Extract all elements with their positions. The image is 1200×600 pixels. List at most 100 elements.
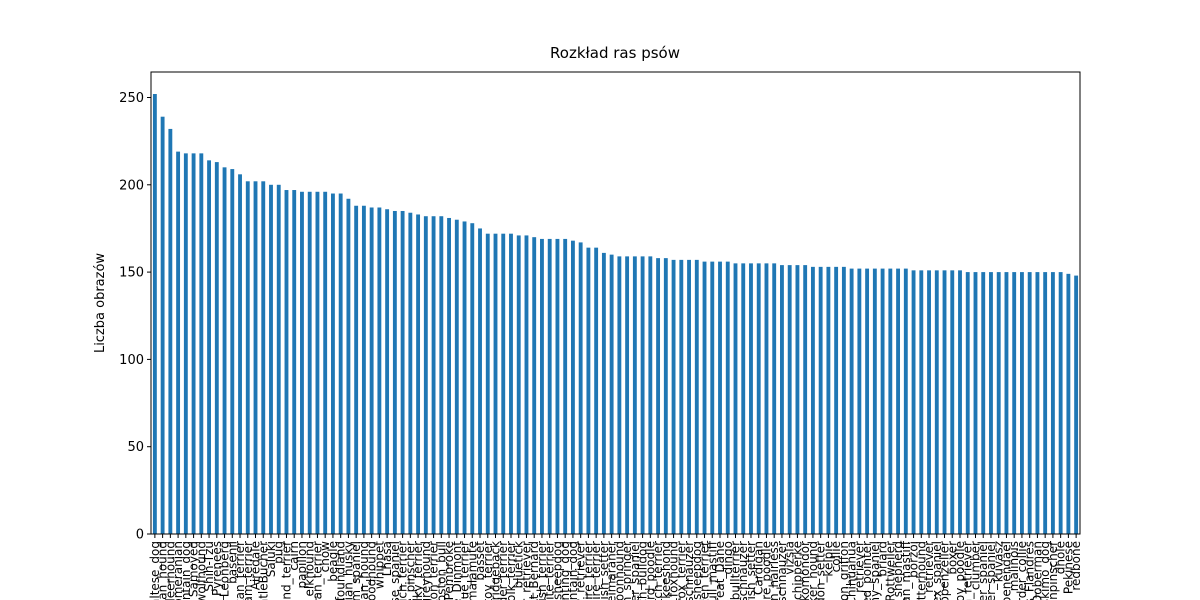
- bar: [547, 238, 552, 534]
- bar: [989, 272, 993, 534]
- bar: [888, 268, 893, 534]
- bar: [230, 169, 235, 535]
- x-tick-label: Doberman: [1030, 541, 1044, 600]
- x-tick-label: Australian_terrier: [310, 541, 324, 600]
- x-tick-label: Labrador_retriever: [519, 541, 533, 600]
- x-tick-label: bloodhound: [365, 541, 379, 600]
- x-tick-label: Italian_greyhound: [419, 541, 433, 600]
- x-tick-label: Sussex_spaniel: [930, 541, 944, 600]
- bar: [261, 181, 266, 535]
- x-tick-label: toy_poodle: [953, 541, 967, 600]
- bar: [601, 252, 606, 534]
- bar: [942, 270, 947, 534]
- bar: [981, 272, 986, 534]
- bar: [578, 242, 583, 534]
- bar: [323, 191, 328, 534]
- bar: [431, 216, 436, 534]
- x-tick-label: Staffordshire_bullterrier: [728, 541, 742, 600]
- x-tick-label: Sealyham_terrier: [241, 541, 255, 600]
- bar: [609, 254, 614, 534]
- bar: [191, 153, 196, 534]
- x-tick-label: Lhasa: [380, 541, 394, 576]
- x-tick-label: beagle: [326, 541, 340, 582]
- x-tick-label: Japanese_spaniel: [388, 541, 402, 600]
- x-tick-label: English_springer: [620, 541, 634, 600]
- bar: [315, 191, 320, 534]
- bar: [818, 266, 823, 534]
- y-tick-label: 50: [127, 440, 144, 455]
- x-tick-label: Airedale: [249, 541, 263, 590]
- bar: [447, 217, 451, 534]
- x-tick-label: whippet: [372, 541, 386, 589]
- x-tick-label: Irish_water_spaniel: [984, 541, 998, 600]
- bar: [338, 193, 343, 534]
- y-tick-label: 200: [119, 178, 144, 193]
- bar: [718, 261, 722, 534]
- bar: [439, 216, 444, 534]
- x-tick-label: Norwegian_elkhound: [303, 541, 317, 600]
- x-tick-label: collie: [829, 541, 843, 572]
- bar: [725, 261, 730, 534]
- x-tick-label: Shetland_sheepdog: [690, 541, 704, 600]
- bar: [222, 167, 227, 535]
- bar: [803, 265, 808, 534]
- bar: [176, 151, 181, 534]
- bar: [269, 184, 273, 535]
- x-tick-label: curly-coated_retriever: [922, 541, 936, 600]
- bar: [1012, 272, 1017, 534]
- x-tick-label: Tibetan_mastiff: [899, 540, 913, 600]
- bar: [880, 268, 885, 534]
- x-tick-label: German_shepherd: [891, 541, 905, 600]
- x-tick-label: basset: [473, 541, 487, 581]
- y-tick-label: 0: [136, 528, 144, 543]
- x-tick-label: cairn: [287, 541, 301, 571]
- bar: [416, 214, 421, 534]
- x-tick-label: Saluki: [264, 541, 278, 577]
- bar: [826, 266, 831, 534]
- x-tick-label: silky_terrier: [411, 541, 425, 600]
- x-tick-label: Pembroke: [442, 541, 456, 600]
- bar: [168, 128, 173, 534]
- x-tick-label: chow: [318, 541, 332, 573]
- bar: [841, 266, 846, 534]
- bar: [377, 207, 382, 534]
- x-tick-label: Mexican_hairless: [767, 541, 781, 600]
- x-tick-label: affenpinscher: [1046, 541, 1060, 600]
- bar: [423, 216, 428, 534]
- x-tick-label: dingo: [721, 541, 735, 575]
- x-tick-label: Leonberg: [218, 541, 232, 597]
- x-tick-label: German_short-haired_pointer: [860, 541, 874, 600]
- x-tick-label: malinois: [1007, 541, 1021, 591]
- bar: [462, 221, 467, 534]
- bar: [749, 263, 753, 534]
- bar: [1043, 272, 1048, 534]
- x-tick-label: Eskimo_dog: [1038, 541, 1052, 600]
- bar: [276, 184, 281, 535]
- x-tick-label: bluetick: [512, 541, 526, 589]
- x-tick-label: standard_poodle: [643, 541, 657, 600]
- bar: [857, 268, 862, 534]
- x-tick-label: Great_Dane: [713, 541, 727, 600]
- x-tick-label: Irish_terrier: [535, 541, 549, 600]
- x-tick-label: komondor: [798, 541, 812, 600]
- x-tick-label: Chihuahua: [845, 541, 859, 600]
- bar: [516, 235, 521, 534]
- x-tick-label: cocker_spaniel: [628, 541, 642, 600]
- x-tick-label: Border_collie: [1015, 541, 1029, 600]
- bar: [772, 263, 777, 534]
- x-tick-label: Norfolk_terrier: [504, 541, 518, 600]
- bar: [927, 270, 931, 534]
- bar: [594, 247, 599, 534]
- x-tick-label: Norwich_terrier: [396, 541, 410, 600]
- x-tick-label: malamute: [465, 541, 479, 600]
- x-tick-label: groenendael: [999, 541, 1013, 600]
- bar: [509, 233, 513, 534]
- x-tick-label: black-and-tan_coonhound: [612, 541, 626, 600]
- x-tick-label: Chesapeake_Bay_retriever: [574, 541, 588, 600]
- bar: [896, 268, 901, 534]
- bar: [1058, 272, 1063, 534]
- bar: [965, 272, 970, 534]
- bar: [570, 240, 575, 534]
- x-tick-label: Bernese_mountain_dog: [179, 541, 193, 600]
- x-tick-label: Boston_bull: [434, 541, 448, 600]
